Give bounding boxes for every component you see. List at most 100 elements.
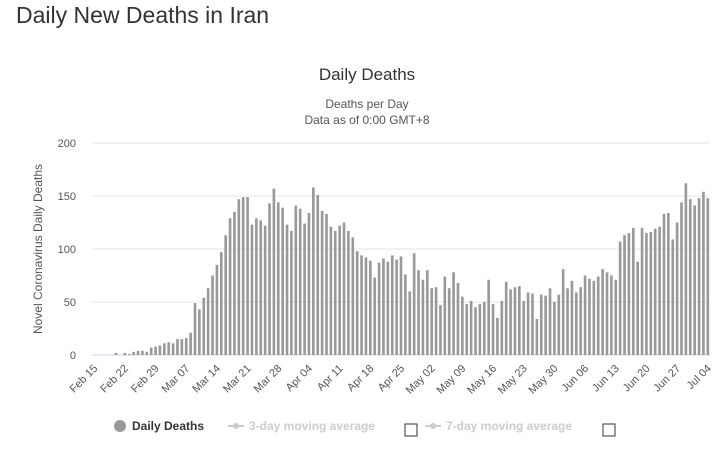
bar[interactable]	[312, 187, 315, 355]
bar[interactable]	[211, 275, 214, 356]
bar[interactable]	[548, 288, 552, 355]
legend-item-daily-deaths[interactable]: Daily Deaths	[114, 419, 204, 433]
bar[interactable]	[307, 212, 311, 355]
bar[interactable]	[193, 303, 197, 355]
bar[interactable]	[469, 300, 473, 355]
bar[interactable]	[443, 276, 447, 355]
bar[interactable]	[149, 347, 153, 355]
bar[interactable]	[154, 346, 157, 355]
legend-item-3-day-average[interactable]: 3-day moving average	[228, 419, 418, 437]
bar[interactable]	[421, 279, 425, 355]
bar[interactable]	[461, 296, 464, 355]
bar[interactable]	[653, 228, 657, 355]
bar[interactable]	[347, 230, 350, 355]
bar[interactable]	[601, 269, 604, 355]
bar[interactable]	[246, 197, 249, 355]
bar[interactable]	[561, 269, 565, 355]
bar[interactable]	[215, 264, 219, 355]
bar[interactable]	[636, 261, 639, 355]
bar[interactable]	[474, 307, 477, 355]
bar[interactable]	[688, 199, 692, 355]
bar[interactable]	[618, 241, 622, 355]
bar[interactable]	[176, 339, 179, 355]
bar[interactable]	[697, 198, 701, 355]
bar[interactable]	[417, 270, 420, 355]
bar[interactable]	[189, 332, 192, 355]
bar[interactable]	[158, 345, 162, 355]
bar[interactable]	[605, 272, 609, 355]
bar[interactable]	[127, 353, 131, 355]
bar[interactable]	[478, 304, 482, 355]
bar[interactable]	[566, 288, 569, 355]
bar[interactable]	[272, 188, 276, 355]
bar[interactable]	[228, 218, 232, 355]
bar[interactable]	[439, 305, 442, 355]
bar[interactable]	[395, 259, 398, 355]
bar[interactable]	[167, 342, 171, 355]
bar[interactable]	[250, 224, 254, 355]
bar[interactable]	[237, 199, 241, 355]
bar[interactable]	[136, 350, 140, 355]
bar[interactable]	[399, 256, 403, 355]
bar[interactable]	[579, 287, 583, 355]
bar[interactable]	[487, 279, 490, 355]
bar[interactable]	[329, 226, 333, 355]
bar[interactable]	[259, 220, 263, 355]
bar[interactable]	[544, 295, 547, 355]
bar[interactable]	[294, 205, 298, 355]
bar[interactable]	[675, 222, 679, 356]
bar[interactable]	[640, 227, 644, 355]
bar[interactable]	[163, 343, 166, 355]
legend-item-7-day-average[interactable]: 7-day moving average	[425, 419, 616, 437]
bar[interactable]	[325, 214, 328, 355]
bar[interactable]	[355, 251, 359, 355]
bar[interactable]	[219, 252, 223, 355]
bar[interactable]	[649, 232, 653, 355]
bar[interactable]	[320, 210, 324, 355]
legend-checkbox-7-day[interactable]	[602, 423, 616, 437]
bar[interactable]	[316, 194, 320, 355]
bar[interactable]	[539, 294, 543, 355]
bar[interactable]	[452, 272, 455, 355]
bar[interactable]	[290, 230, 293, 355]
bar[interactable]	[281, 207, 284, 355]
bar[interactable]	[377, 262, 381, 355]
bar[interactable]	[623, 235, 626, 355]
bar[interactable]	[518, 286, 521, 355]
bar[interactable]	[658, 226, 661, 355]
bar[interactable]	[184, 338, 188, 355]
bar[interactable]	[268, 203, 271, 355]
bar[interactable]	[693, 205, 696, 355]
bar[interactable]	[425, 270, 429, 355]
bar[interactable]	[303, 223, 306, 355]
bar[interactable]	[369, 260, 372, 355]
bar[interactable]	[531, 293, 534, 355]
bar[interactable]	[123, 352, 127, 355]
bar[interactable]	[141, 350, 144, 355]
bar[interactable]	[570, 280, 574, 355]
bar[interactable]	[553, 302, 556, 355]
bar[interactable]	[500, 300, 504, 355]
legend-checkbox-3-day[interactable]	[404, 423, 418, 437]
bar[interactable]	[171, 343, 175, 355]
bar[interactable]	[285, 224, 289, 355]
bar[interactable]	[575, 292, 578, 355]
bar[interactable]	[263, 225, 267, 355]
bar[interactable]	[276, 202, 280, 355]
bar[interactable]	[202, 297, 206, 355]
bar[interactable]	[430, 288, 433, 355]
bar[interactable]	[180, 339, 184, 355]
bar[interactable]	[631, 227, 635, 355]
bar[interactable]	[360, 255, 363, 355]
bar[interactable]	[627, 233, 631, 355]
bar[interactable]	[491, 304, 495, 355]
bar[interactable]	[456, 282, 460, 355]
bar[interactable]	[434, 287, 438, 355]
bar[interactable]	[447, 288, 451, 355]
bar[interactable]	[596, 276, 600, 355]
bar[interactable]	[233, 211, 236, 355]
bar[interactable]	[513, 287, 517, 355]
bar[interactable]	[206, 288, 210, 355]
bar[interactable]	[373, 277, 377, 355]
bar[interactable]	[224, 235, 227, 355]
